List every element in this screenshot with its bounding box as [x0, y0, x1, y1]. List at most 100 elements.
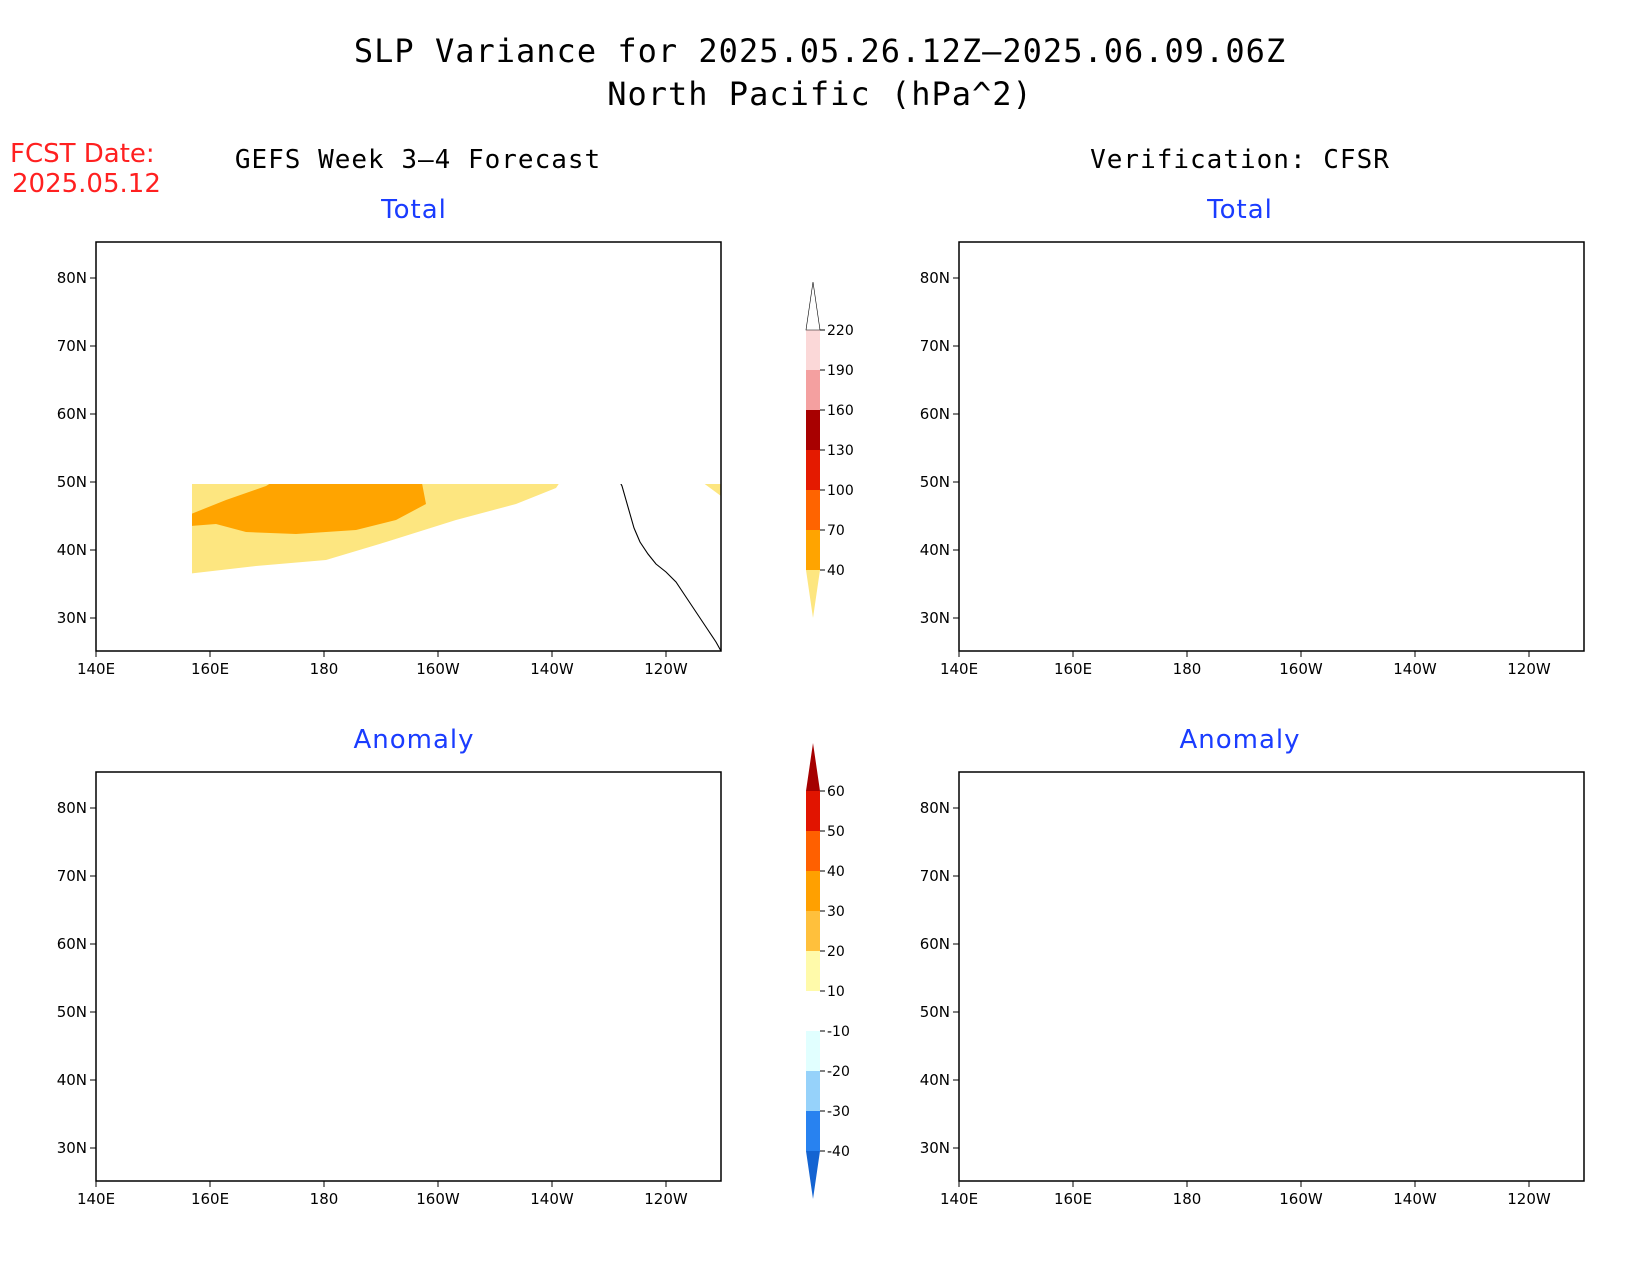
colorbar-label: 50: [827, 824, 845, 840]
colorbar-swatch: [806, 991, 820, 1031]
lon-tick-label: 180: [1173, 1190, 1202, 1208]
colorbar-label: 10: [827, 984, 845, 1000]
shading-gefs-total: [192, 484, 722, 652]
lon-tick-label: 140W: [1393, 660, 1437, 678]
colorbar-label: 40: [827, 563, 845, 579]
lat-tick-label: 30N: [920, 609, 950, 627]
figure-title-line2: North Pacific (hPa^2): [607, 75, 1033, 113]
colorbar-label: 160: [827, 403, 854, 419]
colorbar-label: -10: [827, 1024, 850, 1040]
lat-tick-label: 80N: [920, 799, 950, 817]
lat-tick-label: 50N: [57, 1003, 87, 1021]
panel-title-gefs-total: Total: [380, 195, 447, 225]
lon-tick-label: 120W: [644, 1190, 688, 1208]
axis-ticks: 140E 160E 180 160W 140W 120W 80N 70N 60N 50N 40N 30…: [57, 269, 1551, 1208]
lon-tick-label: 140W: [1393, 1190, 1437, 1208]
map-panel-gefs-total: [95, 241, 722, 652]
shading-cfsr-anom: [959, 772, 1584, 1181]
lat-tick-label: 50N: [57, 473, 87, 491]
map-frame-gefs-total: [95, 241, 722, 652]
lon-tick-label: 140E: [77, 660, 115, 678]
lon-tick-label: 160E: [1054, 660, 1092, 678]
lat-tick-label: 50N: [920, 1003, 950, 1021]
lon-tick-label: 120W: [1507, 1190, 1551, 1208]
colorbar-label: 20: [827, 944, 845, 960]
column-title-right: Verification: CFSR: [1090, 145, 1390, 175]
colorbar-swatch: [806, 530, 820, 570]
lon-tick-label: 140W: [530, 1190, 574, 1208]
lat-tick-label: 70N: [57, 337, 87, 355]
panel-title-cfsr-anom: Anomaly: [1179, 725, 1300, 755]
colorbar-swatch: [806, 1031, 820, 1071]
lon-tick-label: 140E: [940, 1190, 978, 1208]
fcst-date-value: 2025.05.12: [12, 169, 161, 199]
lon-tick-label: 160W: [1279, 1190, 1323, 1208]
map-frame-gefs-anom: [95, 771, 722, 1182]
map-frame-cfsr-total: [958, 241, 1585, 652]
colorbar-label: -20: [827, 1064, 850, 1080]
map-panel-cfsr-total: [958, 241, 1585, 652]
colorbar-swatch: [806, 1111, 820, 1151]
lon-tick-label: 120W: [644, 660, 688, 678]
colorbar-swatch: [806, 370, 820, 410]
colorbar-anomaly: -40 -30 -20 -10 10 20 30 40 50 60: [806, 743, 850, 1199]
lon-tick-label: 180: [310, 660, 339, 678]
fcst-date-label: FCST Date:: [10, 139, 155, 169]
colorbar-swatch: [806, 330, 820, 370]
colorbar-label: 220: [827, 323, 854, 339]
lat-tick-label: 30N: [57, 1139, 87, 1157]
column-title-left: GEFS Week 3–4 Forecast: [235, 145, 601, 175]
colorbar-swatch: [806, 570, 820, 618]
lat-tick-label: 70N: [920, 337, 950, 355]
lon-tick-label: 140E: [77, 1190, 115, 1208]
colorbar-swatch: [806, 450, 820, 490]
colorbar-label: 60: [827, 784, 845, 800]
lon-tick-label: 160E: [191, 1190, 229, 1208]
colorbar-swatch: [806, 1151, 820, 1199]
lat-tick-label: 50N: [920, 473, 950, 491]
lon-tick-label: 160W: [1279, 660, 1323, 678]
lon-tick-label: 160W: [416, 660, 460, 678]
lat-tick-label: 80N: [920, 269, 950, 287]
panel-title-gefs-anom: Anomaly: [353, 725, 474, 755]
colorbar-swatch: [806, 911, 820, 951]
colorbar-label: 40: [827, 864, 845, 880]
lon-tick-label: 120W: [1507, 660, 1551, 678]
colorbar-swatch: [806, 490, 820, 530]
lat-tick-label: 40N: [57, 1071, 87, 1089]
lon-tick-label: 160W: [416, 1190, 460, 1208]
colorbar-swatch: [806, 410, 820, 450]
colorbar-swatch: [806, 831, 820, 871]
lat-tick-label: 70N: [920, 867, 950, 885]
shading-cfsr-total: [959, 260, 1584, 651]
lat-tick-label: 80N: [57, 269, 87, 287]
lat-tick-label: 40N: [920, 541, 950, 559]
lat-tick-label: 40N: [57, 541, 87, 559]
colorbar-label: 70: [827, 523, 845, 539]
lon-tick-label: 180: [1173, 660, 1202, 678]
lat-tick-label: 30N: [920, 1139, 950, 1157]
colorbar-label: 130: [827, 443, 854, 459]
lat-tick-label: 60N: [57, 405, 87, 423]
lat-tick-label: 60N: [920, 935, 950, 953]
lon-tick-label: 140W: [530, 660, 574, 678]
colorbar-swatch: [806, 951, 820, 991]
map-panel-cfsr-anom: [958, 771, 1585, 1182]
colorbar-label: -30: [827, 1104, 850, 1120]
colorbar-swatch: [806, 1071, 820, 1111]
lon-tick-label: 160E: [191, 660, 229, 678]
map-frame-cfsr-anom: [958, 771, 1585, 1182]
colorbar-swatch: [805, 281, 821, 331]
colorbar-label: 190: [827, 363, 854, 379]
lat-tick-label: 40N: [920, 1071, 950, 1089]
lat-tick-label: 60N: [57, 935, 87, 953]
colorbar-total: 40 70 100 130 160 190 220: [805, 281, 854, 618]
lon-tick-label: 180: [310, 1190, 339, 1208]
colorbar-swatch: [806, 743, 820, 791]
colorbar-swatch: [806, 791, 820, 831]
colorbar-label: 30: [827, 904, 845, 920]
lat-tick-label: 70N: [57, 867, 87, 885]
map-panel-gefs-anom: [95, 771, 722, 1182]
shading-gefs-anom: [96, 812, 721, 1181]
